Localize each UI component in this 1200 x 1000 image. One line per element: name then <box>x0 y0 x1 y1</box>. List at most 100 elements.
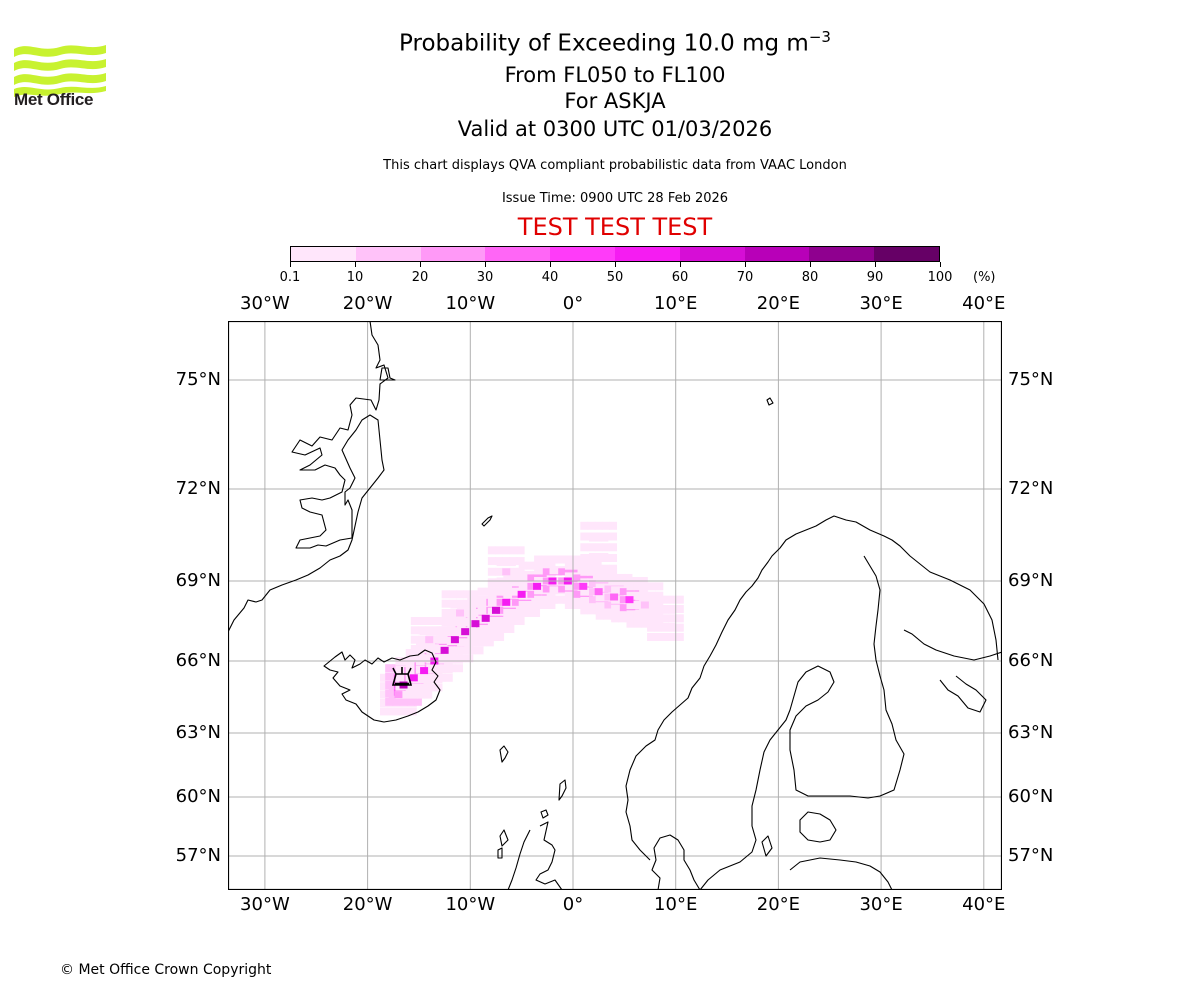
plume-cell <box>496 559 504 567</box>
colorbar-tick-label: 80 <box>801 270 819 285</box>
plume-cell <box>587 521 596 530</box>
plume-cell <box>415 665 424 674</box>
plume-cell <box>394 691 403 699</box>
lon-label-bottom: 0° <box>562 894 584 915</box>
colorbar-tick-label: 0.1 <box>279 270 301 285</box>
plume-cell <box>541 555 550 564</box>
chart-description: This chart displays QVA compliant probab… <box>383 158 847 173</box>
plume-cell <box>640 601 649 609</box>
plume-cell <box>541 595 550 604</box>
plume-cell <box>595 583 604 592</box>
plume-cell <box>456 590 465 599</box>
plume-cell <box>540 601 549 609</box>
plume-cell <box>547 572 556 581</box>
plume-cell <box>409 674 418 682</box>
colorbar-tick-label: 70 <box>736 270 754 285</box>
colorbar-tick-label: 100 <box>927 270 953 285</box>
plume-cell <box>647 633 656 641</box>
plume-cell <box>431 644 439 652</box>
plume-cell <box>589 596 597 604</box>
plume-cell <box>446 637 455 645</box>
plume-cell <box>655 606 663 614</box>
plume-cell <box>516 578 525 587</box>
plume-cell <box>602 573 611 582</box>
coast-orkney <box>540 809 549 819</box>
plume-cell <box>491 606 500 614</box>
plume-cell <box>619 596 627 604</box>
plume-cell <box>410 645 419 653</box>
plume-cell <box>431 628 439 636</box>
coast-sweden-finland <box>699 555 905 890</box>
plume-cell <box>380 699 389 707</box>
colorbar <box>290 246 940 262</box>
plume-cell <box>456 617 464 625</box>
plume-cell <box>395 673 404 682</box>
plume-cell <box>450 636 459 644</box>
logo-wave-4 <box>14 86 106 97</box>
plume-cell <box>635 601 643 609</box>
plume-cell <box>580 554 589 562</box>
plume-cell <box>595 602 604 611</box>
plume-cell <box>478 638 487 647</box>
lon-label-top: 30°W <box>240 293 290 314</box>
plume-cell <box>518 561 527 570</box>
plume-cell <box>532 609 541 617</box>
lon-label-bottom: 10°E <box>654 894 698 915</box>
lat-label-right: 66°N <box>1008 650 1054 671</box>
plume-cell <box>446 646 455 655</box>
plume-cell <box>547 601 556 609</box>
plume-cell <box>542 585 550 593</box>
plume-cell <box>556 555 565 564</box>
plume-cell <box>594 564 603 573</box>
plume-cell <box>477 615 486 624</box>
plume-cell <box>457 638 466 647</box>
colorbar-tick <box>420 262 421 267</box>
plume-cell <box>611 605 620 613</box>
volcano-marker-icon[interactable] <box>391 667 413 686</box>
plume-cell <box>595 573 604 582</box>
colorbar-unit: (%) <box>973 270 996 285</box>
plume-cell <box>648 582 657 591</box>
plume-cell <box>542 568 550 576</box>
lon-label-bottom: 40°E <box>962 894 1006 915</box>
coast-iceland <box>323 649 441 723</box>
plume-cell <box>661 622 669 630</box>
plume-cell <box>564 568 572 576</box>
plume-cell <box>506 625 515 633</box>
plume-cell <box>496 606 504 614</box>
colorbar-segment <box>809 247 875 261</box>
plume-cell <box>456 627 465 636</box>
colorbar-segment <box>744 247 810 261</box>
plume-cell <box>385 681 394 689</box>
plume-cell <box>654 595 663 604</box>
plume-cell <box>461 646 470 655</box>
plume-cell <box>580 578 589 587</box>
lon-label-top: 20°W <box>342 293 393 314</box>
plume-cell <box>395 682 404 691</box>
plume-cell <box>633 582 642 591</box>
title-superscript: −3 <box>808 28 831 46</box>
plume-cell <box>448 627 457 636</box>
plume-cell <box>594 543 603 551</box>
plume-cell <box>655 622 663 630</box>
plume-cell <box>641 609 649 617</box>
plume-cell <box>589 552 597 560</box>
plume-cell <box>419 636 427 644</box>
plume-cell <box>509 587 518 596</box>
plume-cell <box>580 532 589 541</box>
plume-cell <box>471 620 480 628</box>
lat-label-left: 69°N <box>175 570 221 591</box>
coast-scotland <box>497 821 563 890</box>
plume-cell <box>609 543 618 552</box>
plume-cell <box>668 633 677 641</box>
map[interactable] <box>228 321 1002 890</box>
plume-cell <box>525 601 534 609</box>
plume-cell <box>609 564 618 573</box>
plume-cell <box>502 587 511 596</box>
plume-cell <box>604 601 612 609</box>
plume-cell <box>573 590 581 598</box>
plume-cell <box>447 664 456 673</box>
plume-cell <box>534 566 543 575</box>
plume-cell <box>573 574 581 582</box>
plume-cell <box>418 654 427 663</box>
